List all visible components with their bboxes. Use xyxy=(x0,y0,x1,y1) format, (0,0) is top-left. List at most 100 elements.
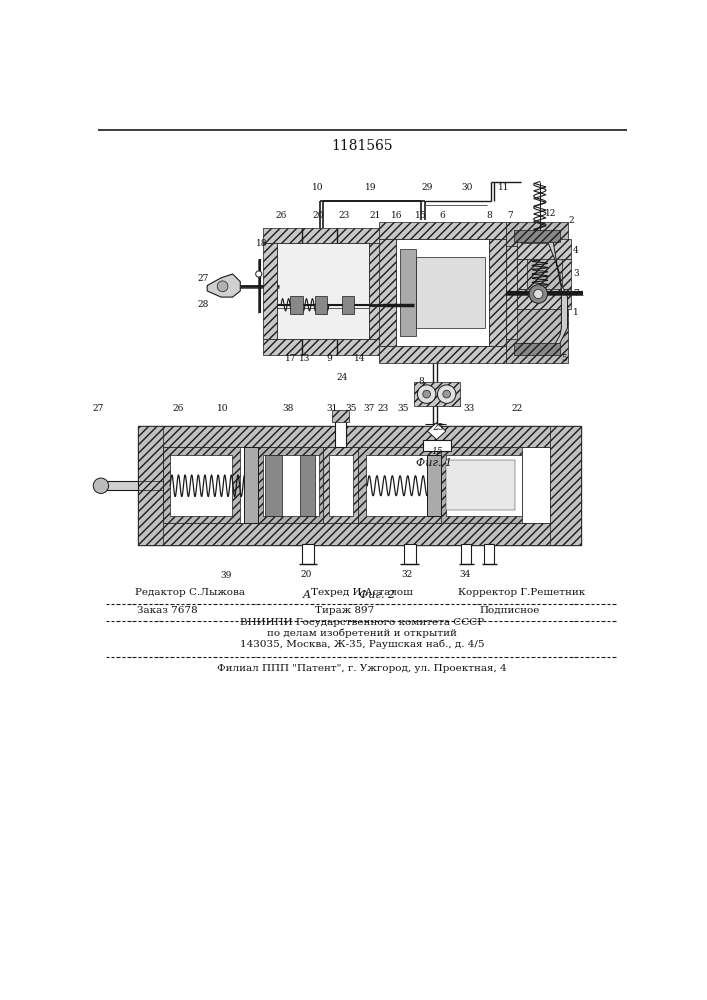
Circle shape xyxy=(534,289,543,299)
Bar xyxy=(562,259,571,289)
Text: 1: 1 xyxy=(573,308,579,317)
Text: 8: 8 xyxy=(486,211,492,220)
Circle shape xyxy=(256,271,262,277)
Bar xyxy=(332,410,349,422)
Bar xyxy=(358,447,443,523)
Text: 33: 33 xyxy=(463,404,474,413)
Bar xyxy=(396,239,489,346)
Text: 12: 12 xyxy=(545,209,556,218)
Circle shape xyxy=(417,385,436,403)
Text: Фиг. 2: Фиг. 2 xyxy=(358,590,395,600)
Text: 9: 9 xyxy=(326,354,332,363)
Polygon shape xyxy=(207,274,240,297)
Text: 29: 29 xyxy=(421,183,432,192)
Text: Тираж 897: Тираж 897 xyxy=(315,606,374,615)
Text: 15: 15 xyxy=(431,447,443,456)
Text: 3: 3 xyxy=(573,269,579,278)
Text: Техред И.Асталош: Техред И.Асталош xyxy=(311,588,413,597)
Text: 30: 30 xyxy=(462,183,473,192)
Bar xyxy=(518,289,571,309)
Text: 5: 5 xyxy=(561,354,566,363)
Text: Редактор С.Лыжова: Редактор С.Лыжова xyxy=(135,588,245,597)
Text: 23: 23 xyxy=(377,404,388,413)
Text: 25: 25 xyxy=(433,424,444,432)
Bar xyxy=(264,228,382,243)
Bar xyxy=(335,413,346,447)
Bar xyxy=(506,222,568,363)
Text: 143035, Москва, Ж-35, Раушская наб., д. 4/5: 143035, Москва, Ж-35, Раушская наб., д. … xyxy=(240,640,484,649)
Bar xyxy=(329,455,353,516)
Bar xyxy=(489,239,506,346)
Bar xyxy=(514,343,560,355)
Bar xyxy=(138,426,580,447)
Bar xyxy=(446,460,515,510)
Text: 10: 10 xyxy=(217,404,228,413)
Bar xyxy=(400,249,416,336)
Text: 6: 6 xyxy=(439,211,445,220)
Text: 38: 38 xyxy=(282,404,293,413)
Bar xyxy=(262,455,319,516)
Text: 27: 27 xyxy=(198,274,209,283)
Text: 32: 32 xyxy=(402,570,413,579)
Bar xyxy=(514,230,560,242)
Bar xyxy=(506,246,518,339)
Text: 35: 35 xyxy=(398,404,409,413)
Bar xyxy=(138,426,580,545)
Text: 7: 7 xyxy=(573,289,579,298)
Text: ВНИИПИ Государственного комитета СССР: ВНИИПИ Государственного комитета СССР xyxy=(240,618,484,627)
Bar xyxy=(428,455,441,516)
Text: 20: 20 xyxy=(300,570,311,579)
Circle shape xyxy=(443,390,450,398)
Text: по делам изобретений и открытий: по делам изобретений и открытий xyxy=(267,629,457,638)
Text: 2: 2 xyxy=(568,216,574,225)
Text: A: A xyxy=(303,590,311,600)
Bar xyxy=(550,426,580,545)
Bar xyxy=(324,447,358,523)
Text: Фиг. 1: Фиг. 1 xyxy=(416,458,452,468)
Text: 22: 22 xyxy=(512,404,523,413)
Bar xyxy=(277,243,369,339)
Text: 23: 23 xyxy=(339,211,350,220)
Text: 16: 16 xyxy=(391,211,402,220)
Bar xyxy=(342,296,354,314)
Text: 34: 34 xyxy=(460,570,471,579)
Bar xyxy=(416,257,485,328)
Bar xyxy=(264,339,382,355)
Text: 10: 10 xyxy=(312,183,323,192)
Polygon shape xyxy=(428,423,446,440)
Text: 8: 8 xyxy=(419,377,424,386)
Text: 39: 39 xyxy=(221,571,232,580)
Bar xyxy=(379,222,506,239)
Bar xyxy=(461,544,472,564)
Bar xyxy=(100,481,138,490)
Text: Филиал ППП "Патент", г. Ужгород, ул. Проектная, 4: Филиал ППП "Патент", г. Ужгород, ул. Про… xyxy=(217,664,507,673)
Circle shape xyxy=(438,385,456,403)
Bar xyxy=(291,296,303,314)
Bar xyxy=(302,544,314,564)
Text: 15: 15 xyxy=(416,211,427,220)
Bar xyxy=(446,455,522,516)
Circle shape xyxy=(529,285,547,303)
Bar xyxy=(244,447,258,523)
Bar xyxy=(315,296,327,314)
Bar xyxy=(441,447,522,523)
Text: 13: 13 xyxy=(298,354,310,363)
Text: 20: 20 xyxy=(312,211,324,220)
Text: 4: 4 xyxy=(573,246,579,255)
Text: Подписное: Подписное xyxy=(479,606,540,615)
Bar xyxy=(264,243,277,339)
Text: 11: 11 xyxy=(498,183,509,192)
Bar xyxy=(170,455,232,516)
Text: 14: 14 xyxy=(354,354,366,363)
Text: 21: 21 xyxy=(369,211,381,220)
Text: 7: 7 xyxy=(507,211,513,220)
Text: 1181565: 1181565 xyxy=(331,139,393,153)
Text: 24: 24 xyxy=(337,373,348,382)
Bar xyxy=(369,243,382,339)
Text: 28: 28 xyxy=(198,300,209,309)
Bar xyxy=(366,455,435,516)
Bar xyxy=(518,259,527,289)
Text: 26: 26 xyxy=(276,211,287,220)
Text: 26: 26 xyxy=(173,404,184,413)
Bar xyxy=(138,523,580,545)
